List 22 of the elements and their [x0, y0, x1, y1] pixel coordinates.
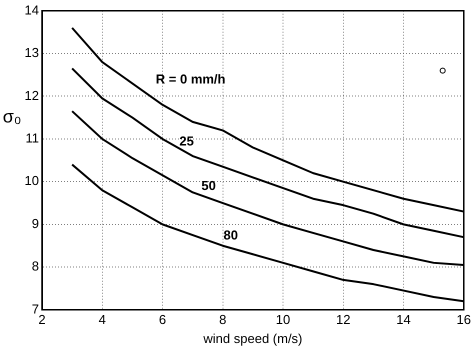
x-tick-label: 14: [396, 312, 411, 328]
x-tick-label: 8: [219, 312, 226, 328]
y-axis-title: σ₀: [2, 106, 22, 127]
x-tick-label: 4: [98, 312, 106, 328]
y-tick-label: 9: [32, 216, 39, 231]
series-label: 80: [224, 227, 238, 242]
y-tick-label: 7: [32, 301, 39, 316]
y-tick-label: 13: [24, 45, 39, 60]
x-tick-label: 2: [38, 312, 46, 328]
x-tick-label: 10: [276, 312, 290, 328]
x-tick-label: 12: [336, 312, 350, 328]
series-label: 25: [179, 134, 194, 149]
x-tick-label: 16: [456, 312, 472, 328]
y-tick-label: 10: [24, 173, 39, 188]
y-tick-label: 11: [26, 130, 39, 146]
series-label: 50: [201, 178, 216, 193]
y-tick-label: 8: [32, 258, 39, 274]
x-axis-title: wind speed (m/s): [202, 330, 302, 346]
x-tick-label: 6: [158, 312, 166, 328]
y-tick-label: 14: [24, 2, 39, 18]
y-tick-label: 12: [24, 88, 39, 103]
series-label: R = 0 mm/h: [156, 71, 226, 86]
